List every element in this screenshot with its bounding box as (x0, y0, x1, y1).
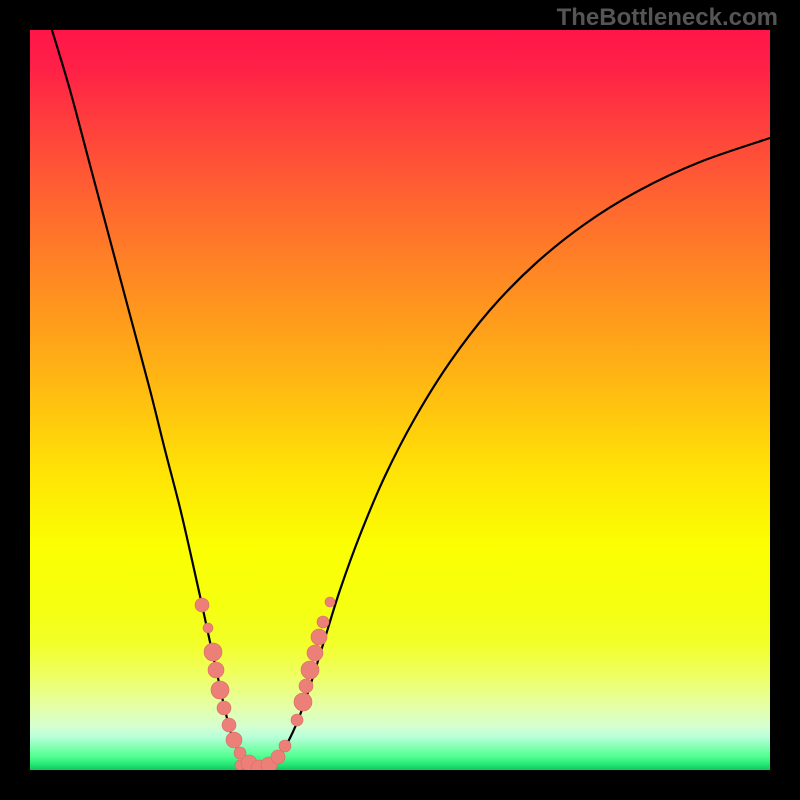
data-point-marker (299, 679, 313, 693)
data-point-marker (208, 662, 224, 678)
data-point-marker (311, 629, 327, 645)
data-point-marker (271, 750, 285, 764)
data-point-marker (222, 718, 236, 732)
data-point-marker (204, 643, 222, 661)
data-point-marker (325, 597, 335, 607)
watermark-text: TheBottleneck.com (557, 4, 778, 32)
data-point-marker (301, 661, 319, 679)
data-point-marker (203, 623, 213, 633)
data-point-marker (279, 740, 291, 752)
chart-frame (0, 0, 800, 800)
data-point-markers (195, 597, 335, 770)
data-point-marker (291, 714, 303, 726)
data-point-marker (226, 732, 242, 748)
plot-area (30, 30, 770, 770)
data-point-marker (317, 616, 329, 628)
data-point-marker (195, 598, 209, 612)
data-point-marker (217, 701, 231, 715)
data-point-marker (294, 693, 312, 711)
data-point-marker (211, 681, 229, 699)
data-point-marker (307, 645, 323, 661)
bottleneck-curve-layer (30, 30, 770, 770)
bottleneck-curve (52, 30, 770, 769)
